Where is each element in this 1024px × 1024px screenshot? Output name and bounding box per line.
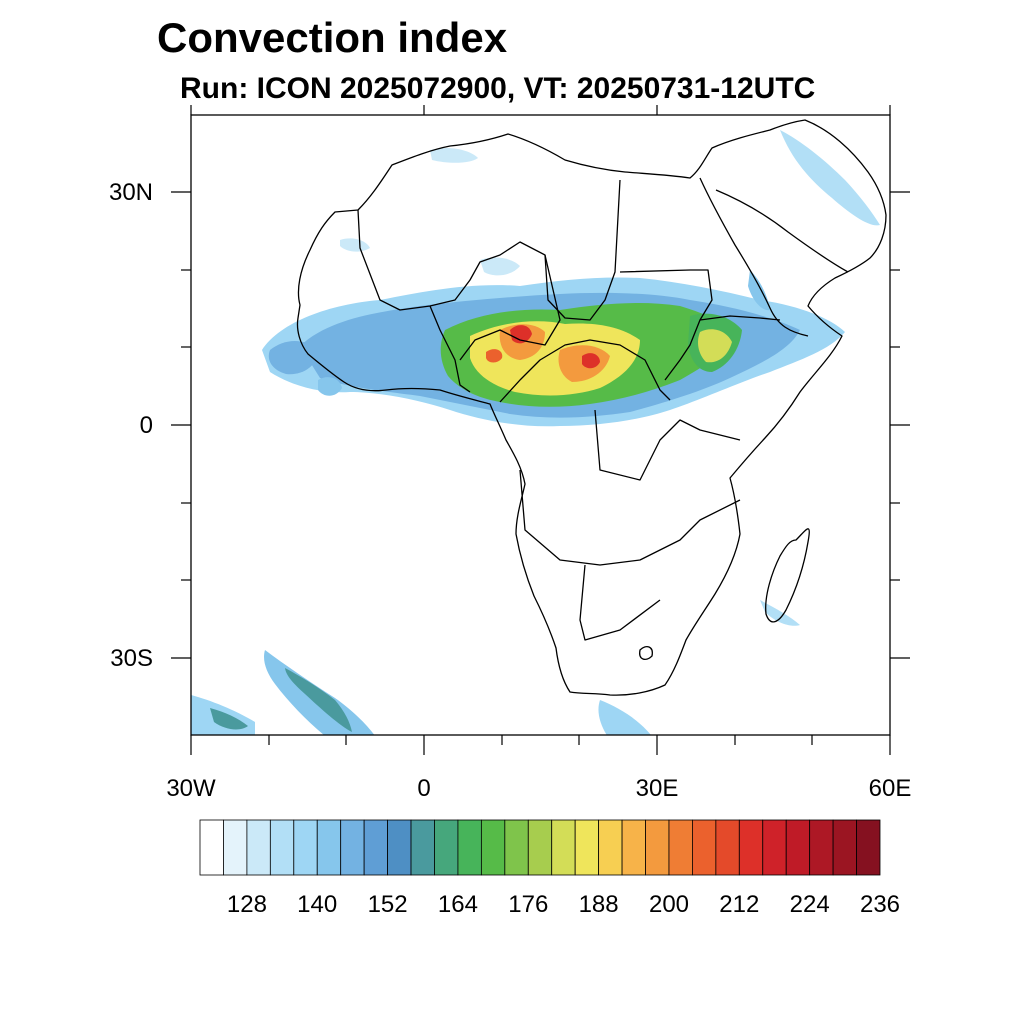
lon-label-30e: 30E — [636, 775, 679, 802]
field-south-atlantic-core — [285, 668, 352, 732]
field-red-3 — [486, 349, 503, 363]
lat-label-0: 0 — [140, 412, 153, 439]
colorbar-box — [738, 819, 764, 876]
red-sea-coast — [699, 177, 809, 337]
arabia-border — [715, 189, 849, 273]
chart-title: Convection index — [157, 14, 508, 61]
border-central — [499, 339, 671, 403]
colorbar-box — [574, 819, 600, 876]
border-southern — [579, 564, 661, 641]
madagascar-coastline — [765, 528, 810, 623]
colorbar-box — [668, 819, 693, 876]
colorbar-box — [316, 819, 342, 876]
colorbar-box — [387, 819, 412, 876]
colorbar-box — [551, 819, 576, 876]
chart-subtitle: Run: ICON 2025072900, VT: 20250731-12UTC — [180, 72, 816, 105]
lat-label-30s: 30S — [110, 645, 153, 672]
colorbar-tick-label: 200 — [649, 891, 689, 918]
lesotho-border — [639, 645, 653, 661]
lon-label-30w: 30W — [166, 775, 216, 802]
colorbar-box — [598, 819, 623, 876]
colorbar-box — [363, 819, 388, 876]
colorbar-box — [223, 819, 248, 876]
field-sahara-2 — [340, 238, 370, 252]
colorbar-box — [480, 819, 506, 876]
field-south-east — [598, 700, 651, 735]
colorbar-box — [246, 819, 271, 876]
colorbar-tick-label: 128 — [227, 891, 267, 918]
border-sudan — [619, 269, 713, 381]
colorbar-box — [856, 819, 881, 876]
lat-label-30n: 30N — [109, 179, 153, 206]
colorbar-box — [293, 819, 318, 876]
colorbar-labels: 128 140 152 164 176 188 200 212 224 236 — [227, 891, 900, 918]
field-arabia — [780, 130, 880, 226]
colorbar-box — [809, 819, 834, 876]
colorbar-box — [762, 819, 787, 876]
field-coast-2 — [318, 377, 342, 396]
colorbar-tick-label: 176 — [508, 891, 548, 918]
colorbar-tick-label: 212 — [719, 891, 759, 918]
colorbar-box — [434, 819, 459, 876]
colorbar-box — [692, 819, 717, 876]
field-north — [430, 147, 478, 163]
field-southwest-core — [210, 708, 248, 730]
field-red-2 — [582, 353, 600, 369]
coastlines-borders — [296, 119, 887, 696]
colorbar-tick-label: 152 — [368, 891, 408, 918]
field-red-1 — [510, 325, 532, 344]
colorbar — [199, 819, 881, 876]
colorbar-box — [410, 819, 435, 876]
field-yellow-ethiopia — [698, 329, 732, 363]
lon-label-60e: 60E — [869, 775, 912, 802]
colorbar-box — [645, 819, 670, 876]
colorbar-box — [269, 819, 295, 876]
border-sahara — [357, 179, 621, 321]
africa-coastline — [296, 119, 887, 696]
axis-ticks — [171, 105, 910, 755]
colorbar-tick-label: 140 — [297, 891, 337, 918]
border-ethiopia — [699, 315, 781, 321]
field-red-sea — [748, 270, 770, 311]
colorbar-tick-label: 164 — [438, 891, 478, 918]
field-madagascar — [760, 600, 800, 626]
colorbar-box — [621, 819, 646, 876]
border-nigeria-chad — [459, 254, 561, 361]
field-sahara-1 — [480, 257, 520, 276]
colorbar-box — [457, 819, 482, 876]
colorbar-box — [785, 819, 811, 876]
lon-label-0: 0 — [417, 775, 430, 802]
border-equatorial — [594, 409, 741, 481]
colorbar-box — [715, 819, 740, 876]
colorbar-box — [527, 819, 553, 876]
border-south-central — [519, 469, 741, 566]
colorbar-tick-label: 188 — [579, 891, 619, 918]
border-west — [429, 305, 471, 393]
colorbar-box — [199, 819, 224, 876]
colorbar-tick-label: 224 — [790, 891, 830, 918]
colorbar-tick-label: 236 — [860, 891, 900, 918]
colorbar-box — [832, 819, 857, 876]
colorbar-box — [340, 819, 365, 876]
colorbar-box — [504, 819, 529, 876]
convection-field — [191, 130, 880, 735]
field-coast-1 — [268, 341, 318, 375]
